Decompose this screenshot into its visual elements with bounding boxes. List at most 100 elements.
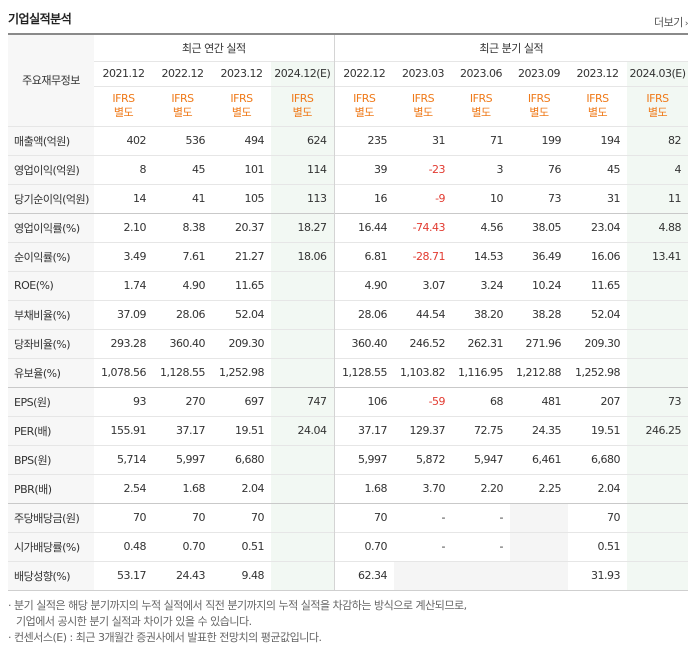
footnotes: · 분기 실적은 해당 분기까지의 누적 실적에서 직전 분기까지의 누적 실적…: [8, 598, 688, 646]
metric-value: 11.65: [212, 270, 271, 300]
metric-value: 1.74: [94, 270, 153, 300]
metric-value: 6.81: [333, 241, 395, 271]
metric-value: 235: [333, 125, 395, 155]
table-row: 유보율(%) 1,078.56 1,128.55 1,252.98 1,128.55 1,…: [8, 357, 689, 387]
metric-value: 68: [452, 386, 511, 416]
table-row: 부채비율(%) 37.09 28.06 52.04 28.06 44.54 38.20 38.…: [8, 299, 689, 329]
metric-value: 747: [271, 386, 335, 416]
metric-value: 70: [153, 502, 212, 532]
metric-value: 113: [271, 183, 335, 213]
metric-value: 38.20: [452, 299, 511, 329]
metric-value: 52.04: [568, 299, 628, 329]
metric-value: 39: [333, 154, 395, 184]
metric-value: 11.65: [568, 270, 628, 300]
more-link[interactable]: 더보기 ›: [654, 14, 689, 30]
metric-value: 70: [94, 502, 153, 532]
basis-header: IFRS 별도: [212, 85, 271, 126]
basis-separate-label: 별도: [113, 106, 134, 119]
basis-ifrs-label: IFRS: [527, 92, 551, 105]
metric-value: 1,078.56: [94, 357, 153, 387]
metric-value: 270: [153, 386, 212, 416]
metric-value: [627, 502, 689, 532]
metric-value: 28.06: [333, 299, 395, 329]
table-row: 당기순이익(억원) 14 41 105 113 16 -9 10 73 31 11: [8, 183, 689, 213]
metric-value: 38.28: [510, 299, 569, 329]
metric-value: 402: [94, 125, 153, 155]
metric-value: 262.31: [452, 328, 511, 358]
metric-value: 0.48: [94, 531, 153, 561]
section-header: 기업실적분석 더보기 ›: [8, 10, 689, 30]
metric-value: 6,680: [568, 444, 628, 474]
financial-summary-table: 주요재무정보 최근 연간 실적 최근 분기 실적 2021.12 2022.12 2023…: [8, 33, 689, 591]
basis-header: IFRS 별도: [94, 85, 153, 126]
period-header: 2021.12: [94, 60, 153, 86]
metric-value: [271, 560, 335, 591]
basis-header: IFRS 별도: [568, 85, 628, 126]
table-row: 순이익률(%) 3.49 7.61 21.27 18.06 6.81 -28.71 14.53…: [8, 241, 689, 271]
metric-value: 5,997: [153, 444, 212, 474]
basis-ifrs-label: IFRS: [230, 92, 253, 105]
metric-value: 1,252.98: [212, 357, 271, 387]
footnote-consensus: · 컨센서스(E) : 최근 3개월간 증권사에서 발표한 전망치의 평균값입니…: [8, 631, 322, 644]
metric-label: EPS(원): [8, 386, 94, 416]
metric-value: 114: [271, 154, 335, 184]
metric-value: 71: [452, 125, 511, 155]
metric-label: 부채비율(%): [8, 299, 94, 329]
metric-label: ROE(%): [8, 270, 94, 300]
period-header: 2023.12: [212, 60, 271, 86]
footnote-quarterly-cont: 기업에서 공시한 분기 실적과 차이가 있을 수 있습니다.: [16, 615, 252, 628]
metric-value: 2.04: [212, 473, 271, 503]
metric-value: [271, 473, 335, 503]
metric-value: [452, 560, 511, 591]
metric-value: 246.52: [394, 328, 453, 358]
metric-value: 1.68: [153, 473, 212, 503]
metric-value: 45: [568, 154, 628, 184]
table-row: 매출액(억원) 402 536 494 624 235 31 71 199 194 82: [8, 125, 689, 155]
metric-value: 18.27: [271, 212, 335, 242]
metric-value: 73: [627, 386, 689, 416]
metric-value: 23.04: [568, 212, 628, 242]
header-period-row: 2021.12 2022.12 2023.12 2024.12(E) 2022.12 20…: [8, 60, 689, 86]
metric-value: 3: [452, 154, 511, 184]
metric-label: 영업이익률(%): [8, 212, 94, 242]
row-header-title: 주요재무정보: [8, 33, 94, 126]
basis-header: IFRS 별도: [510, 85, 569, 126]
metric-value: 19.51: [212, 415, 271, 445]
metric-value: 6,680: [212, 444, 271, 474]
metric-value: [627, 328, 689, 358]
metric-value: 16.06: [568, 241, 628, 271]
table-row: 영업이익률(%) 2.10 8.38 20.37 18.27 16.44 -74.43 4.5…: [8, 212, 689, 242]
metric-label: 유보율(%): [8, 357, 94, 387]
metric-value: [271, 299, 335, 329]
metric-value: 1,252.98: [568, 357, 628, 387]
metric-value: 2.10: [94, 212, 153, 242]
annual-group-header: 최근 연간 실적: [94, 33, 335, 61]
metric-value: [510, 531, 569, 561]
metric-value: 20.37: [212, 212, 271, 242]
metric-value: 8.38: [153, 212, 212, 242]
metric-value: 5,947: [452, 444, 511, 474]
metric-value: 44.54: [394, 299, 453, 329]
metric-value: 76: [510, 154, 569, 184]
table-row: 시가배당률(%) 0.48 0.70 0.51 0.70- -0.51: [8, 531, 689, 561]
metric-value: 14: [94, 183, 153, 213]
metric-value: 209.30: [568, 328, 628, 358]
metric-value: 82: [627, 125, 689, 155]
metric-value: 246.25: [627, 415, 689, 445]
metric-value: [627, 444, 689, 474]
metric-value: [627, 473, 689, 503]
metric-value: 3.07: [394, 270, 453, 300]
basis-separate-label: 별도: [172, 106, 193, 119]
metric-value: 4.90: [333, 270, 395, 300]
metric-value: 293.28: [94, 328, 153, 358]
metric-value: 271.96: [510, 328, 569, 358]
metric-value: -59: [394, 386, 453, 416]
metric-value: 93: [94, 386, 153, 416]
basis-header: IFRS 별도: [153, 85, 212, 126]
metric-value: 37.17: [333, 415, 395, 445]
metric-value: 18.06: [271, 241, 335, 271]
metric-value: 199: [510, 125, 569, 155]
metric-value: 16: [333, 183, 395, 213]
metric-value: 6,461: [510, 444, 569, 474]
metric-value: 101: [212, 154, 271, 184]
